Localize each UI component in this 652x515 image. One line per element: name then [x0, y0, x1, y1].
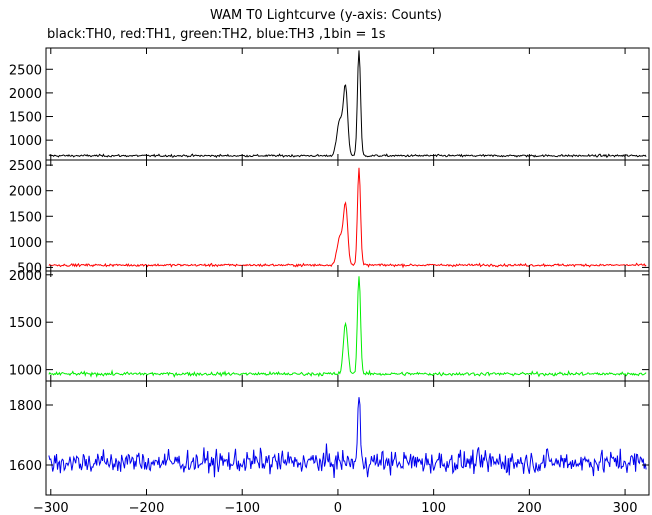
y-tick-label: 1800 — [9, 399, 42, 414]
chart-subtitle: black:TH0, red:TH1, green:TH2, blue:TH3 … — [47, 27, 386, 42]
x-tick-label: 0 — [334, 501, 342, 515]
chart-title: WAM T0 Lightcurve (y-axis: Counts) — [210, 8, 442, 23]
panel-frame-th1 — [45, 159, 650, 272]
series-line-th0 — [48, 50, 647, 159]
y-tick-label: 2500 — [9, 159, 42, 174]
y-tick-label: 2000 — [9, 87, 42, 102]
x-tick-label: −300 — [33, 501, 69, 515]
y-tick-label: 1600 — [9, 459, 42, 474]
panel-frame-th2 — [45, 270, 650, 382]
y-tick-label: 1500 — [9, 210, 42, 225]
panel-frame-th3 — [45, 380, 650, 496]
y-tick-label: 2000 — [9, 269, 42, 284]
series-line-th3 — [48, 397, 647, 478]
y-tick-label: 2000 — [9, 185, 42, 200]
x-tick-label: 300 — [613, 501, 638, 515]
y-tick-label: 500 — [17, 261, 42, 276]
x-tick-label: −200 — [129, 501, 165, 515]
x-tick-label: 200 — [517, 501, 542, 515]
x-tick-label: 100 — [421, 501, 446, 515]
y-tick-label: 1500 — [9, 316, 42, 331]
y-tick-label: 1000 — [9, 236, 42, 251]
y-tick-label: 1000 — [9, 134, 42, 149]
x-tick-label: −100 — [224, 501, 260, 515]
series-line-th2 — [48, 276, 647, 378]
y-tick-label: 1000 — [9, 364, 42, 379]
y-tick-label: 2500 — [9, 63, 42, 78]
y-tick-label: 1500 — [9, 111, 42, 126]
series-line-th1 — [48, 167, 647, 269]
